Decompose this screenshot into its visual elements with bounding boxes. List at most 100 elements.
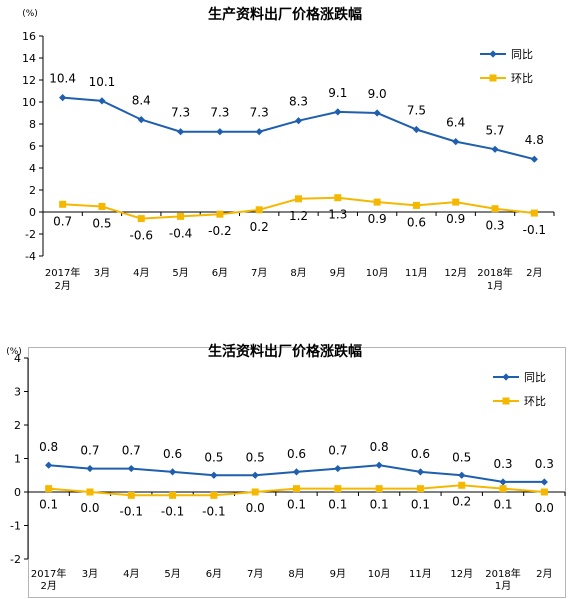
- data-point: [292, 468, 301, 476]
- data-label: 0.1: [287, 498, 306, 512]
- data-point: [334, 194, 342, 202]
- plot-area: 0.8 0.7 0.7 0.6 0.5 0.5 0.6 0.7 0.8 0.6 0.5 0.3 0.3 0…: [39, 440, 554, 518]
- data-label: 1.2: [289, 209, 308, 223]
- data-label: 8.3: [289, 95, 308, 109]
- data-label: 0.7: [328, 444, 347, 458]
- x-tick-label: 6月: [212, 267, 228, 279]
- y-tick-label: 10: [22, 96, 36, 109]
- data-point: [373, 198, 381, 206]
- consumer-goods-price-chart: 生活资料出厂价格涨跌幅 (%) -2 -1 0 1 2 3 4 2017年 2月 3月 4月 5月 6月…: [6, 343, 566, 598]
- data-label: 0.8: [370, 440, 389, 454]
- data-point: [293, 485, 300, 493]
- data-point: [412, 201, 420, 209]
- x-tick-label: 10月: [366, 267, 389, 279]
- data-point: [540, 488, 548, 496]
- data-point: [458, 471, 466, 479]
- data-point: [177, 212, 185, 220]
- legend-label: 同比: [524, 371, 546, 384]
- y-tick-label: 14: [22, 52, 36, 65]
- data-label: 7.3: [171, 106, 190, 120]
- data-point: [452, 198, 460, 206]
- data-label: 0.0: [80, 501, 99, 515]
- data-point: [216, 128, 224, 136]
- data-point: [334, 464, 342, 473]
- y-tick-label: -4: [25, 250, 36, 263]
- data-label: 0.1: [411, 498, 430, 512]
- data-label: 0.6: [163, 447, 182, 461]
- data-label: -0.1: [523, 223, 546, 237]
- data-point: [59, 200, 67, 208]
- data-point: [375, 485, 383, 493]
- data-point: [169, 491, 177, 499]
- legend-label: 同比: [511, 48, 533, 61]
- data-label: 7.3: [210, 106, 229, 120]
- x-tick-label: 2017年 2月: [45, 266, 80, 292]
- y-tick-label: 3: [14, 386, 21, 399]
- data-label: 5.7: [485, 123, 504, 137]
- data-point: [86, 488, 94, 496]
- data-point: [127, 464, 135, 473]
- x-tick-label: 12月: [450, 568, 473, 580]
- data-point: [98, 203, 106, 210]
- legend-marker: [502, 373, 510, 381]
- y-tick-label: 1: [14, 453, 21, 466]
- axes: -4 -2 0 2 4 6 8 10 12 14 16 2017年 2月 3月 4月 5月 6月 7月 8月 9月 10…: [22, 30, 555, 292]
- data-label: 7.3: [250, 106, 269, 120]
- data-point: [373, 109, 381, 117]
- x-tick-label: 3月: [94, 267, 110, 279]
- data-point: [45, 461, 53, 469]
- legend-label: 环比: [511, 72, 533, 85]
- data-label: 0.9: [368, 212, 387, 226]
- data-label: 0.6: [407, 215, 426, 229]
- x-tick-label: 5月: [172, 267, 188, 279]
- x-tick-label: 2017年 2月: [31, 567, 66, 592]
- data-label: 0.6: [287, 447, 306, 461]
- x-tick-label: 2月: [536, 568, 552, 580]
- x-tick-label: 4月: [133, 267, 149, 279]
- y-tick-label: 4: [29, 162, 36, 175]
- data-point: [255, 128, 263, 136]
- legend-marker: [489, 50, 497, 58]
- data-label: 0.5: [92, 217, 111, 231]
- data-label: 0.3: [535, 457, 554, 471]
- data-point: [255, 206, 263, 214]
- data-label: 0.7: [80, 444, 99, 458]
- data-label: 10.1: [89, 75, 116, 89]
- data-label: 0.1: [39, 498, 58, 512]
- x-tick-label: 11月: [405, 267, 428, 279]
- data-point: [137, 215, 145, 223]
- data-point: [98, 97, 106, 105]
- data-label: -0.6: [130, 229, 153, 243]
- data-label: -0.1: [202, 504, 225, 518]
- data-point: [251, 488, 259, 496]
- y-tick-label: 8: [29, 118, 36, 131]
- data-label: 0.5: [452, 450, 471, 464]
- unit-label: (%): [6, 347, 22, 357]
- y-tick-label: 2: [29, 184, 36, 197]
- data-label: 0.7: [122, 444, 141, 458]
- axes: -2 -1 0 1 2 3 4 2017年 2月 3月 4月 5月 6月 7月 8月 9月 10月 11月 12月 2…: [10, 352, 566, 592]
- y-tick-label: -2: [25, 228, 36, 241]
- data-label: 1.3: [328, 208, 347, 222]
- y-tick-label: -2: [10, 553, 21, 566]
- data-label: 0.9: [446, 212, 465, 226]
- data-label: 0.3: [493, 457, 512, 471]
- legend-marker: [502, 397, 510, 405]
- data-label: 10.4: [49, 72, 76, 86]
- data-label: 0.7: [53, 214, 72, 228]
- data-label: 9.0: [368, 87, 387, 101]
- x-tick-label: 2018年 1月: [485, 567, 520, 592]
- data-label: 7.5: [407, 104, 426, 118]
- data-point: [168, 468, 177, 476]
- x-tick-label: 3月: [82, 568, 98, 580]
- y-tick-label: 2: [14, 419, 21, 432]
- data-label: 0.0: [246, 501, 265, 515]
- data-point: [491, 205, 499, 213]
- x-tick-label: 10月: [368, 568, 391, 580]
- y-tick-label: 16: [22, 30, 36, 43]
- unit-label: (%): [22, 9, 38, 19]
- data-label: -0.4: [169, 226, 192, 240]
- data-point: [86, 464, 94, 473]
